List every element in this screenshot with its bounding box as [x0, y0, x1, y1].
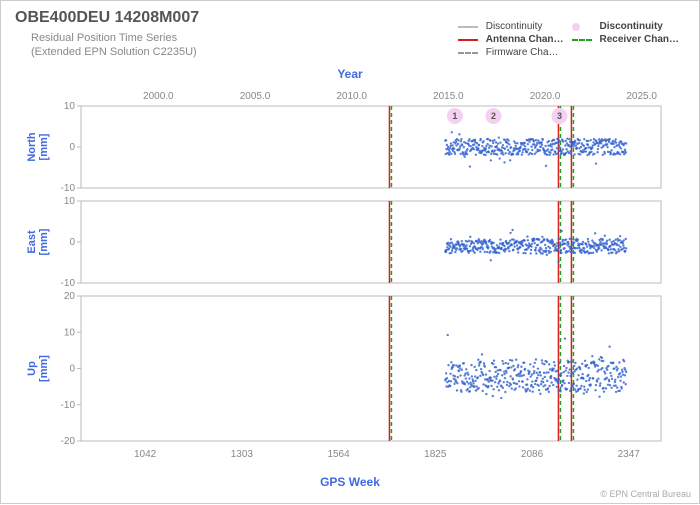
svg-text:2010.0: 2010.0: [336, 91, 367, 102]
svg-text:10: 10: [64, 327, 76, 338]
svg-text:Up[mm]: Up[mm]: [26, 355, 50, 382]
svg-text:3: 3: [557, 111, 562, 121]
svg-text:1825: 1825: [424, 449, 447, 460]
svg-text:2025.0: 2025.0: [626, 91, 657, 102]
svg-text:2015.0: 2015.0: [433, 91, 464, 102]
svg-text:2020.0: 2020.0: [530, 91, 561, 102]
chart-svg: 2000.0 2005.0 2010.0 2015.0 2020.0 2025.0 -10 0…: [1, 1, 700, 505]
svg-text:2000.0: 2000.0: [143, 91, 174, 102]
svg-text:1564: 1564: [327, 449, 350, 460]
svg-text:0: 0: [69, 237, 75, 248]
svg-text:-10: -10: [61, 400, 76, 411]
svg-text:0: 0: [69, 142, 75, 153]
svg-text:1: 1: [452, 111, 457, 121]
svg-text:East[mm]: East[mm]: [26, 228, 50, 255]
figure-container: OBE400DEU 14208M007 Residual Position Ti…: [0, 0, 700, 504]
svg-text:-20: -20: [61, 436, 76, 447]
svg-text:1042: 1042: [134, 449, 157, 460]
svg-text:2347: 2347: [618, 449, 641, 460]
svg-text:North[mm]: North[mm]: [26, 132, 50, 162]
svg-text:10: 10: [64, 101, 76, 112]
svg-text:-10: -10: [61, 183, 76, 194]
svg-text:-10: -10: [61, 278, 76, 289]
svg-text:2005.0: 2005.0: [240, 91, 271, 102]
svg-text:20: 20: [64, 291, 76, 302]
svg-text:1303: 1303: [231, 449, 254, 460]
svg-text:0: 0: [69, 364, 75, 375]
svg-text:2: 2: [491, 111, 496, 121]
svg-text:2086: 2086: [521, 449, 544, 460]
svg-text:10: 10: [64, 196, 76, 207]
